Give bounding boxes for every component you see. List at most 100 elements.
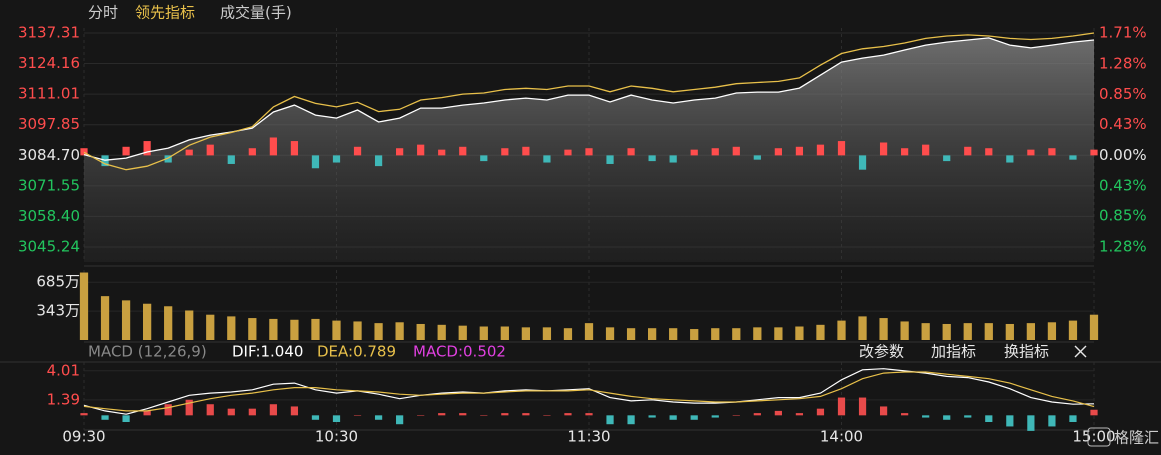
indicator-bar (164, 155, 172, 163)
volume-bar (1068, 320, 1078, 340)
macd-bar (353, 415, 362, 416)
volume-bar (879, 318, 888, 340)
indicator-bar (711, 148, 719, 156)
macd-bar (122, 415, 130, 422)
y-tick-label: 3111.01 (18, 85, 80, 103)
watermark: 格隆汇 (1114, 429, 1159, 447)
macd-bar (753, 413, 761, 416)
indicator-bar (627, 148, 635, 156)
macd-line (83, 368, 1095, 415)
price-line (83, 32, 1095, 171)
volume-bar (311, 318, 320, 340)
macd-bar (1048, 415, 1056, 427)
volume-bar (395, 322, 404, 340)
price-line (83, 37, 1095, 161)
indicator-bar (1048, 148, 1056, 156)
y2-tick-label: 1.28% (1099, 54, 1147, 72)
y2-tick-label: 0.85% (1099, 85, 1147, 103)
volume-bar (100, 296, 110, 340)
volume-bar (732, 328, 741, 340)
tab[interactable]: 分时 (88, 4, 118, 22)
indicator-bar (269, 137, 277, 156)
x-tick-label: 14:00 (820, 428, 863, 446)
macd-bar (606, 415, 614, 425)
macd-bar (627, 415, 635, 425)
indicator-bar (858, 155, 867, 170)
indicator-bar (690, 149, 698, 156)
y-tick-label: 343万 (36, 302, 80, 320)
indicator-bar (1027, 149, 1035, 156)
y2-tick-label: 0.85% (1099, 207, 1147, 225)
volume-bar (605, 327, 615, 340)
legend-entry: MACD:0.502 (413, 343, 506, 361)
volume-bar (942, 323, 951, 340)
volume-bar (795, 326, 804, 340)
volume-bar (900, 321, 909, 340)
tab[interactable]: 成交量(手) (220, 4, 292, 22)
macd-bar (332, 415, 341, 422)
y-tick-label: 3071.55 (18, 176, 80, 194)
indicator-bar (564, 149, 572, 156)
macd-bar (438, 413, 446, 416)
legend-entry: DEA:0.789 (317, 343, 396, 361)
macd-bar (943, 415, 951, 420)
button[interactable]: 加指标 (931, 343, 976, 361)
volume-bar (1089, 314, 1099, 340)
indicator-title: MACD (12,26,9) (88, 343, 207, 361)
indicator-bar (837, 141, 846, 156)
indicator-bar (396, 148, 404, 156)
button[interactable]: 改参数 (859, 343, 904, 361)
macd-bar (269, 404, 277, 416)
y2-tick-label: 0.43% (1099, 177, 1147, 195)
macd-bar (816, 408, 825, 416)
indicator-bar (353, 146, 362, 156)
tab[interactable]: 领先指标 (135, 4, 195, 22)
macd-bar (985, 415, 993, 422)
volume-bar (416, 323, 425, 340)
indicator-bar (185, 149, 193, 156)
indicator-bar (332, 155, 341, 163)
indicator-bar (606, 155, 614, 164)
indicator-bar (1090, 149, 1098, 156)
volume-bar (185, 310, 194, 340)
macd-bar (690, 415, 698, 420)
watermark-icon (1087, 427, 1111, 447)
macd-bar (669, 415, 677, 420)
volume-bar (584, 323, 594, 340)
indicator-bar (985, 148, 993, 156)
indicator-bar (80, 148, 88, 156)
volume-bar (1026, 323, 1035, 340)
macd-bar (795, 413, 804, 416)
macd-bar (964, 415, 972, 418)
button[interactable]: 换指标 (1004, 343, 1049, 361)
macd-bar (858, 397, 867, 416)
volume-bar (563, 328, 573, 340)
indicator-bar (585, 148, 593, 156)
macd-bar (501, 413, 509, 416)
close-button[interactable] (1074, 345, 1087, 358)
macd-bar (648, 415, 656, 418)
indicator-bar (374, 155, 383, 167)
macd-bar (1090, 409, 1098, 416)
macd-bar (901, 413, 909, 416)
volume-bar (248, 318, 257, 340)
legend-entry: DIF:1.040 (232, 343, 303, 361)
indicator-bar (480, 155, 488, 162)
macd-bar (290, 406, 299, 416)
volume-bar (121, 300, 131, 340)
indicator-bar (879, 142, 888, 156)
macd-bar (711, 415, 719, 418)
macd-bar (585, 413, 593, 416)
indicator-bar (648, 155, 656, 162)
volume-bar (206, 314, 215, 340)
indicator-bar (753, 155, 761, 160)
volume-bar (1047, 322, 1057, 340)
macd-bar (459, 413, 467, 416)
macd-bar (1006, 415, 1014, 427)
volume-bar (332, 320, 341, 340)
indicator-bar (1069, 155, 1077, 160)
volume-bar (437, 324, 446, 340)
y2-tick-label: 0.43% (1099, 115, 1147, 133)
macd-bar (543, 415, 551, 416)
macd-bar (227, 408, 235, 416)
